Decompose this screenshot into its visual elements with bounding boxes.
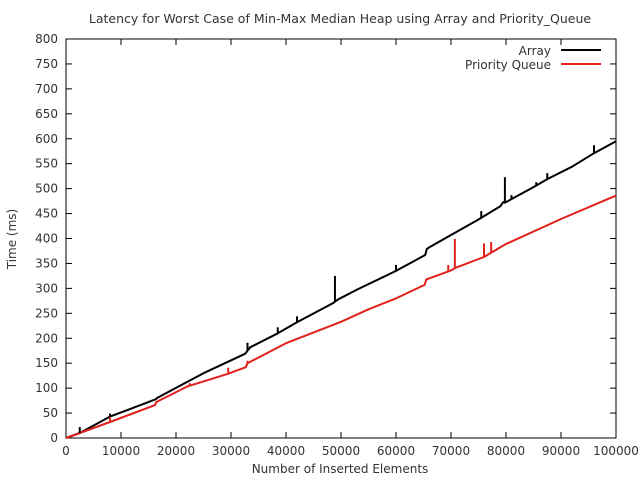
x-tick-label: 30000 [212,444,250,458]
x-tick-label: 50000 [322,444,360,458]
y-tick-label: 250 [35,306,58,320]
y-tick-label: 350 [35,256,58,270]
y-tick-label: 550 [35,157,58,171]
series-line-priority-queue [65,194,617,439]
x-axis-label: Number of Inserted Elements [252,462,429,476]
y-axis: 0 50 100 150 200 250 300 350 400 450 500 550 600 650 7… [35,32,616,445]
x-tick-label: 20000 [157,444,195,458]
x-tick-label: 0 [62,444,70,458]
y-tick-label: 0 [50,431,58,445]
y-tick-label: 650 [35,107,58,121]
x-axis: 0 10000 20000 30000 40000 50000 60000 70000 8000… [62,39,639,458]
x-tick-label: 80000 [487,444,525,458]
legend: Array Priority Queue [465,44,601,72]
series-layer [65,140,617,439]
legend-label-priority-queue: Priority Queue [465,58,551,72]
series-line-array [65,140,617,439]
y-tick-label: 50 [43,406,58,420]
x-tick-label: 40000 [267,444,305,458]
y-tick-label: 100 [35,381,58,395]
x-tick-label: 70000 [432,444,470,458]
y-tick-label: 200 [35,331,58,345]
x-tick-label: 60000 [377,444,415,458]
y-tick-label: 150 [35,356,58,370]
y-tick-label: 750 [35,57,58,71]
legend-label-array: Array [519,44,551,58]
x-tick-label: 100000 [593,444,639,458]
x-tick-label: 90000 [542,444,580,458]
chart-title: Latency for Worst Case of Min-Max Median… [89,11,592,26]
y-tick-label: 500 [35,182,58,196]
plot-border [65,38,617,439]
y-axis-label: Time (ms) [5,209,19,271]
y-tick-label: 600 [35,132,58,146]
y-tick-label: 400 [35,232,58,246]
y-tick-label: 800 [35,32,58,46]
y-tick-label: 450 [35,207,58,221]
y-tick-label: 700 [35,82,58,96]
plot-area [65,38,617,439]
y-tick-label: 300 [35,281,58,295]
x-tick-label: 10000 [102,444,140,458]
